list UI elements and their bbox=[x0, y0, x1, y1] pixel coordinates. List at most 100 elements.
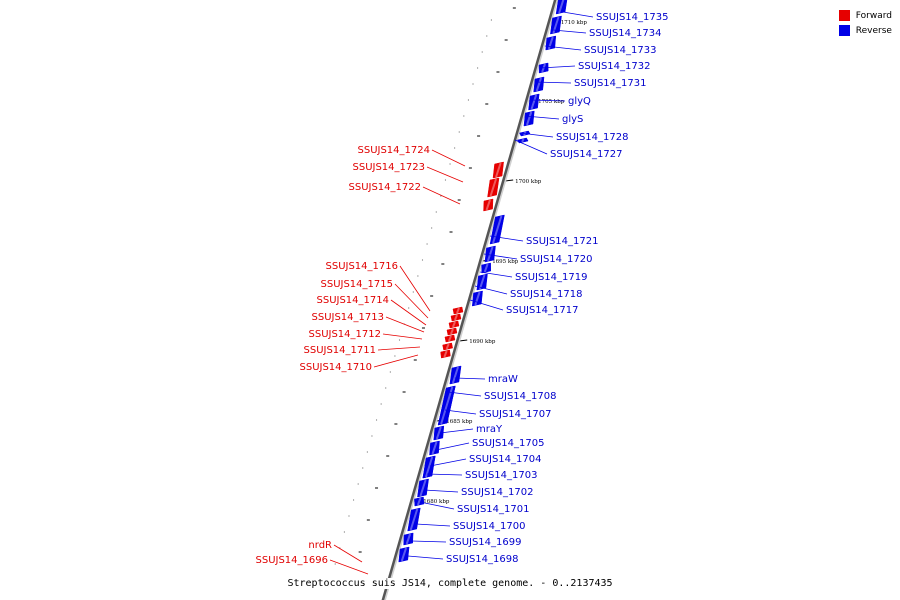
gene-feature-highlight bbox=[535, 77, 542, 92]
tick-label: 1680 kbp bbox=[423, 499, 450, 505]
tick-label: 1700 kbp bbox=[515, 179, 542, 185]
gene-label-SSUJS14_1703: SSUJS14_1703 bbox=[465, 470, 538, 481]
gene-label-SSUJS14_1724: SSUJS14_1724 bbox=[358, 145, 431, 156]
gene-label-SSUJS14_1719: SSUJS14_1719 bbox=[515, 272, 588, 283]
gene-label-SSUJS14_1713: SSUJS14_1713 bbox=[312, 312, 385, 323]
ruler-dot bbox=[334, 563, 336, 565]
ruler-dot bbox=[408, 307, 410, 309]
gene-feature-highlight bbox=[435, 426, 442, 440]
gene-feature-SSUJS14_1731 bbox=[533, 76, 545, 93]
ruler-dot bbox=[394, 355, 396, 357]
gene-feature-SSUJS14_1718 bbox=[476, 273, 488, 291]
gene-feature-SSUJS14_1722 bbox=[483, 198, 494, 212]
leader-SSUJS14_1722 bbox=[422, 186, 461, 205]
gene-label-SSUJS14_1710: SSUJS14_1710 bbox=[300, 362, 373, 373]
leader-SSUJS14_1713 bbox=[385, 316, 425, 333]
gene-feature-highlight bbox=[419, 479, 427, 497]
leader-SSUJS14_1712 bbox=[382, 333, 423, 340]
gene-label-glyQ: glyQ bbox=[568, 96, 591, 107]
ruler-dot bbox=[398, 339, 401, 341]
leader-SSUJS14_1705 bbox=[435, 442, 470, 451]
gene-feature-highlight bbox=[456, 307, 460, 314]
gene-label-SSUJS14_1699: SSUJS14_1699 bbox=[449, 537, 522, 548]
gene-feature-highlight bbox=[424, 456, 434, 478]
gene-feature-highlight bbox=[451, 366, 460, 384]
gene-label-SSUJS14_1728: SSUJS14_1728 bbox=[556, 132, 629, 143]
ruler-dot bbox=[472, 83, 474, 85]
leader-SSUJS14_1710 bbox=[373, 354, 419, 368]
gene-label-SSUJS14_1707: SSUJS14_1707 bbox=[479, 409, 552, 420]
gene-feature-highlight bbox=[454, 314, 458, 321]
gene-feature-SSUJS14_1720 bbox=[484, 245, 496, 263]
gene-feature-glyS bbox=[523, 110, 535, 127]
gene-feature-SSUJS14_1699 bbox=[403, 532, 414, 546]
legend-forward: Forward bbox=[838, 8, 892, 23]
gene-feature-SSUJS14_1734 bbox=[550, 15, 562, 35]
gene-feature-highlight bbox=[443, 350, 448, 358]
leader-SSUJS14_1719 bbox=[479, 271, 513, 278]
label-leaders bbox=[329, 11, 594, 575]
gene-label-SSUJS14_1700: SSUJS14_1700 bbox=[453, 521, 526, 532]
ruler-dot bbox=[343, 531, 345, 533]
gene-feature-SSUJS14_1719 bbox=[481, 262, 492, 274]
gene-features bbox=[398, 0, 568, 563]
ruler-dot bbox=[463, 115, 465, 117]
gene-feature-glyQ bbox=[528, 93, 540, 111]
tick-label: 1685 kbp bbox=[446, 419, 473, 425]
leader-SSUJS14_1711 bbox=[377, 346, 421, 351]
gene-feature-highlight bbox=[448, 335, 452, 342]
gene-feature-highlight bbox=[474, 291, 481, 306]
gene-feature-highlight bbox=[492, 215, 503, 244]
gene-feature-highlight bbox=[431, 441, 438, 455]
leader-SSUJS14_1724 bbox=[431, 149, 466, 167]
gene-feature-SSUJS14_1712 bbox=[444, 334, 456, 343]
gene-feature-highlight bbox=[440, 386, 454, 425]
gene-label-SSUJS14_1701: SSUJS14_1701 bbox=[457, 504, 530, 515]
tick-label: 1710 kbp bbox=[561, 20, 588, 26]
ruler-dot bbox=[375, 419, 378, 421]
ruler-dot bbox=[481, 51, 483, 53]
gene-feature-highlight bbox=[489, 178, 497, 197]
caption-text: Streptococcus suis JS14, complete genome… bbox=[285, 578, 615, 589]
ruler-dot bbox=[431, 227, 433, 229]
ruler-dot bbox=[477, 67, 479, 69]
ruler-dot bbox=[486, 35, 488, 37]
gene-feature-highlight bbox=[478, 274, 486, 290]
gene-label-mraY: mraY bbox=[476, 424, 503, 435]
gene-label-SSUJS14_1708: SSUJS14_1708 bbox=[484, 391, 557, 402]
tick-label: 1695 kbp bbox=[492, 259, 519, 265]
ruler-dot bbox=[449, 163, 451, 165]
ruler-dot bbox=[412, 291, 414, 293]
reverse-swatch bbox=[838, 25, 850, 36]
leader-SSUJS14_1734 bbox=[552, 29, 587, 34]
gene-label-nrdR: nrdR bbox=[308, 540, 332, 551]
gene-labels: SSUJS14_1735 SSUJS14_1734 SSUJS14_1733 SSUJ… bbox=[256, 12, 669, 566]
leader-glyQ bbox=[529, 99, 566, 102]
gene-feature-highlight bbox=[495, 162, 502, 178]
gene-feature-highlight bbox=[530, 94, 538, 110]
leader-SSUJS14_1715 bbox=[394, 283, 429, 319]
gene-feature-SSUJS14_1698 bbox=[398, 546, 410, 563]
gene-feature-highlight bbox=[486, 246, 494, 262]
leader-SSUJS14_1707 bbox=[444, 409, 477, 415]
leader-mraW bbox=[454, 377, 486, 380]
gene-label-SSUJS14_1735: SSUJS14_1735 bbox=[596, 12, 669, 23]
leader-SSUJS14_1699 bbox=[411, 540, 447, 543]
gene-label-SSUJS14_1718: SSUJS14_1718 bbox=[510, 289, 583, 300]
ruler-dot bbox=[380, 403, 382, 405]
leader-SSUJS14_1717 bbox=[469, 299, 504, 311]
ruler-dot bbox=[352, 499, 355, 501]
gene-feature-highlight bbox=[400, 547, 408, 562]
gene-feature-SSUJS14_1716 bbox=[452, 306, 464, 315]
leader-SSUJS14_1732 bbox=[539, 65, 576, 69]
leader-glyS bbox=[524, 115, 560, 120]
leader-SSUJS14_1731 bbox=[534, 81, 572, 84]
gene-feature-SSUJS14_1702 bbox=[417, 478, 429, 498]
ruler-dot bbox=[389, 371, 391, 373]
leader-SSUJS14_1720 bbox=[483, 253, 518, 260]
leader-SSUJS14_1721 bbox=[489, 235, 524, 242]
leader-SSUJS14_1723 bbox=[426, 166, 464, 183]
tick-label: 1705 kbp bbox=[538, 99, 565, 105]
legend-forward-label: Forward bbox=[855, 10, 892, 21]
